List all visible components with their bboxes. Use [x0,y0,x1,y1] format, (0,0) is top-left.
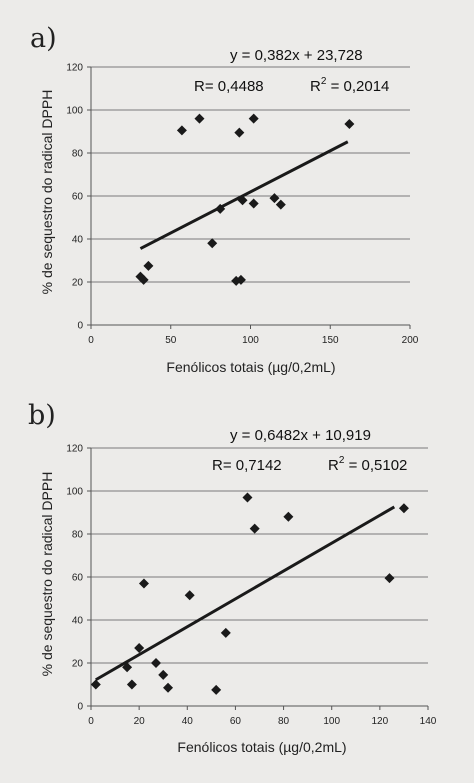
y-tick-label: 0 [77,702,83,713]
data-point [176,125,187,136]
panel-b-trendline [95,505,396,682]
panel-b-y-axis-title: % de sequestro do radical DPPH [39,472,55,677]
y-tick-label: 80 [72,530,84,541]
panel-b-label: b) [28,400,56,431]
panel-b-r2-value: R2 = 0,5102 [328,455,407,474]
data-point [126,679,137,690]
y-tick-label: 20 [72,659,84,670]
panel-a-equation: y = 0,382x + 23,728 [230,47,363,64]
data-point [283,511,294,522]
panel-b-x-axis-title: Fenólicos totais (µg/0,2mL) [177,739,346,755]
panel-b-gridlines [91,447,428,664]
data-point [344,118,355,129]
data-point [269,193,280,204]
panel-a-r-value: R= 0,4488 [194,78,264,95]
x-tick-label: 50 [165,335,177,346]
y-tick-label: 120 [66,444,83,455]
data-point [184,590,195,601]
data-point [163,682,174,693]
x-tick-label: 200 [402,335,419,346]
data-point [235,274,246,285]
x-tick-label: 100 [242,335,259,346]
y-tick-label: 40 [72,616,84,627]
x-tick-label: 60 [230,716,242,727]
y-tick-label: 20 [72,278,84,289]
x-tick-label: 80 [278,716,290,727]
y-tick-label: 100 [66,487,83,498]
data-point [275,199,286,210]
x-tick-label: 140 [420,716,437,727]
panel-a-label: a) [30,23,57,54]
data-point [90,679,101,690]
panel-a-trendline [139,140,349,250]
x-tick-label: 100 [323,716,340,727]
data-point [248,113,259,124]
panel-b-points [90,492,409,695]
x-tick-label: 0 [88,716,94,727]
panel-a: a) 0 20 40 60 80 100 120 0 50 100 150 200 y = 0,38… [30,23,419,375]
x-tick-label: 150 [322,335,339,346]
panel-a-y-ticks: 0 20 40 60 80 100 120 [66,63,91,332]
panel-a-r2-value: R2 = 0,2014 [310,76,389,95]
x-tick-label: 120 [372,716,389,727]
panel-a-y-axis-title: % de sequestro do radical DPPH [39,90,55,295]
panel-b-equation: y = 0,6482x + 10,919 [230,427,371,444]
y-tick-label: 60 [72,192,84,203]
panel-b-x-ticks: 0 20 40 60 80 100 120 140 [88,706,437,727]
y-tick-label: 0 [77,321,83,332]
x-tick-label: 20 [134,716,146,727]
data-point [138,274,149,285]
data-point [237,195,248,206]
data-point [248,198,259,209]
y-tick-label: 100 [66,106,83,117]
data-point [194,113,205,124]
data-point [234,127,245,138]
data-point [215,203,226,214]
x-tick-label: 0 [88,335,94,346]
data-point [143,260,154,271]
data-point [122,662,133,673]
data-point [158,669,169,680]
data-point [138,578,149,589]
data-point [249,523,260,534]
data-point [134,642,145,653]
panel-a-x-axis-title: Fenólicos totais (µg/0,2mL) [166,359,335,375]
panel-b-r-value: R= 0,7142 [212,457,282,474]
panel-b: b) 0 20 40 60 80 100 120 0 20 40 60 80 100 120 140 y … [28,400,437,755]
data-point [398,503,409,514]
panel-a-points [135,113,355,286]
data-point [211,684,222,695]
data-point [384,573,395,584]
data-point [242,492,253,503]
data-point [150,658,161,668]
y-tick-label: 40 [72,235,84,246]
data-point [207,238,218,249]
panel-a-x-ticks: 0 50 100 150 200 [88,325,419,346]
panel-b-y-ticks: 0 20 40 60 80 100 120 [66,444,91,713]
data-point [220,627,231,638]
y-tick-label: 120 [66,63,83,74]
y-tick-label: 60 [72,573,84,584]
panel-a-gridlines [91,66,410,283]
y-tick-label: 80 [72,149,84,160]
x-tick-label: 40 [182,716,194,727]
